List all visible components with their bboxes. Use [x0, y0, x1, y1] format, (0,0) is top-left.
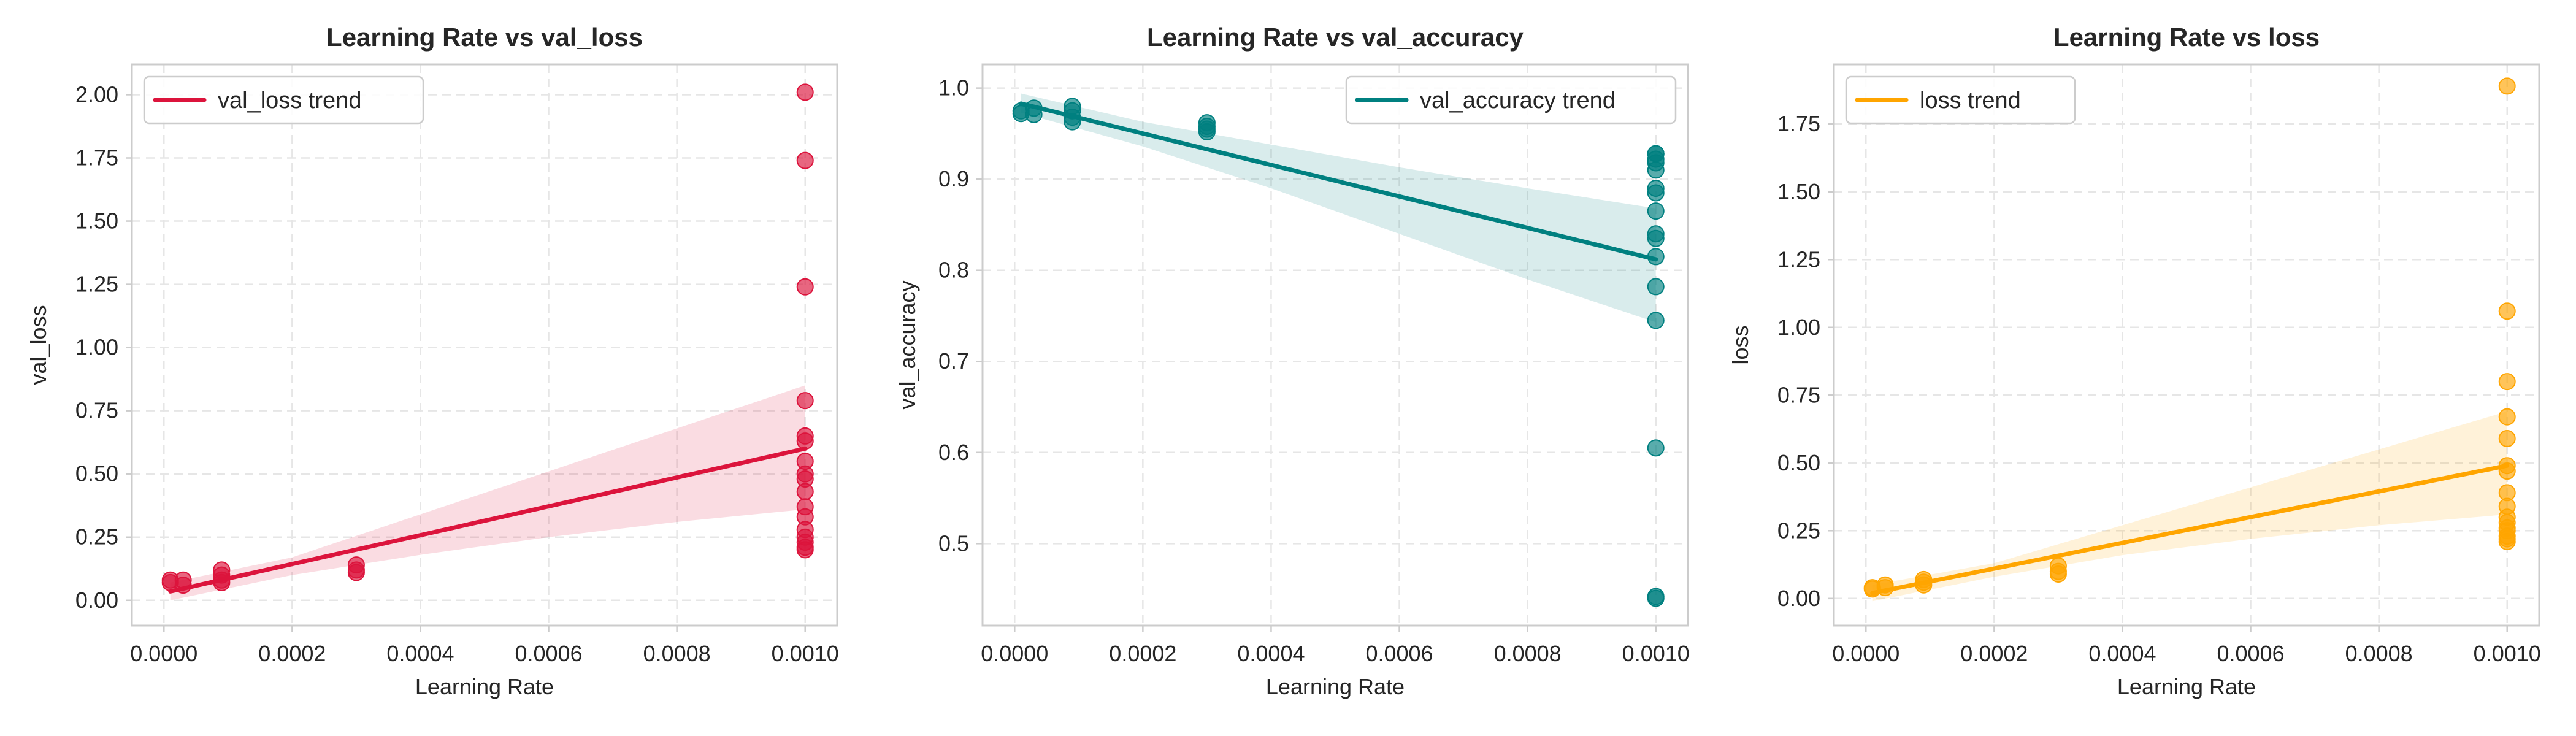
- legend-box: [143, 75, 424, 125]
- legend-label: val_accuracy trend: [1420, 88, 1616, 113]
- y-tick-label: 1.0: [938, 75, 969, 101]
- legend-label: val_loss trend: [218, 88, 361, 113]
- legend-label: loss trend: [1920, 88, 2021, 113]
- data-point: [2498, 430, 2516, 447]
- data-point: [347, 564, 365, 581]
- chart-title: Learning Rate vs val_accuracy: [1147, 23, 1524, 52]
- plot-frame: [981, 63, 1689, 627]
- y-tick-label: 1.50: [75, 209, 118, 234]
- data-point: [1647, 589, 1665, 607]
- y-tick-label: 1.75: [75, 145, 118, 171]
- x-tick-label: 0.0002: [258, 641, 326, 666]
- plot-frame: [1833, 63, 2540, 627]
- trend-line: [1870, 463, 2510, 596]
- y-tick-label: 1.75: [1777, 111, 1820, 136]
- trend-line: [168, 446, 808, 594]
- y-tick-label: 0.5: [938, 531, 969, 556]
- data-point: [1647, 202, 1665, 220]
- legend: val_loss trend: [143, 75, 424, 125]
- y-tick-label: 0.00: [1777, 586, 1820, 611]
- x-tick-label: 0.0002: [1960, 641, 2028, 666]
- y-tick-label: 0.50: [1777, 450, 1820, 475]
- chart-panel-2: 0.0000 0.0002 0.0004 0.0006 0.0008 0.0010 0.5 0…: [895, 23, 1690, 699]
- data-point: [796, 541, 814, 559]
- data-point: [796, 483, 814, 500]
- chart-panel-3: 0.0000 0.0002 0.0004 0.0006 0.0008 0.0010 0.00…: [1728, 23, 2541, 699]
- y-axis-label: val_loss: [26, 305, 51, 385]
- y-tick-label: 0.9: [938, 166, 969, 191]
- x-tick-label: 0.0004: [386, 641, 454, 666]
- data-point: [796, 151, 814, 169]
- data-point: [1647, 229, 1665, 247]
- y-tick-label: 0.25: [75, 524, 118, 550]
- data-point: [1647, 439, 1665, 457]
- y-tick-label: 0.50: [75, 461, 118, 486]
- data-point: [2498, 408, 2516, 426]
- x-tick-label: 0.0000: [1832, 641, 1899, 666]
- chart-title: Learning Rate vs val_loss: [326, 23, 643, 52]
- data-point: [2498, 77, 2516, 95]
- x-tick-label: 0.0006: [515, 641, 582, 666]
- y-tick-label: 2.00: [75, 82, 118, 107]
- data-point: [2498, 532, 2516, 550]
- data-point: [1647, 278, 1665, 296]
- data-point: [2498, 373, 2516, 391]
- x-tick-label: 0.0008: [2345, 641, 2413, 666]
- y-tick-label: 1.00: [75, 335, 118, 360]
- y-tick-label: 1.25: [75, 272, 118, 297]
- x-tick-label: 0.0000: [981, 641, 1048, 666]
- legend-box: [1845, 75, 2076, 125]
- data-point: [796, 392, 814, 410]
- confidence-band: [1021, 93, 1656, 323]
- plot-frame: [131, 63, 838, 627]
- x-axis-label: Learning Rate: [2117, 674, 2256, 699]
- data-point: [2498, 302, 2516, 320]
- confidence-band: [1872, 411, 2507, 602]
- y-tick-label: 1.25: [1777, 247, 1820, 272]
- x-tick-label: 0.0010: [772, 641, 839, 666]
- x-tick-label: 0.0008: [1494, 641, 1562, 666]
- x-tick-label: 0.0010: [2474, 641, 2541, 666]
- y-tick-label: 0.75: [75, 398, 118, 423]
- y-tick-label: 1.50: [1777, 179, 1820, 204]
- y-tick-label: 0.8: [938, 258, 969, 283]
- chart-title: Learning Rate vs loss: [2053, 23, 2320, 52]
- x-tick-label: 0.0010: [1622, 641, 1690, 666]
- data-point: [796, 278, 814, 296]
- y-tick-label: 0.7: [938, 348, 969, 374]
- y-tick-label: 0.75: [1777, 382, 1820, 407]
- y-tick-label: 1.00: [1777, 315, 1820, 340]
- legend: loss trend: [1845, 75, 2076, 125]
- y-axis-label: loss: [1728, 325, 1753, 364]
- y-tick-label: 0.00: [75, 588, 118, 613]
- y-tick-label: 0.6: [938, 440, 969, 465]
- y-tick-label: 0.25: [1777, 518, 1820, 543]
- x-tick-label: 0.0002: [1109, 641, 1176, 666]
- data-point: [1647, 312, 1665, 329]
- data-point: [1647, 184, 1665, 202]
- data-point: [796, 83, 814, 101]
- x-tick-label: 0.0004: [1237, 641, 1305, 666]
- x-tick-label: 0.0006: [1365, 641, 1433, 666]
- chart-panel-1: 0.0000 0.0002 0.0004 0.0006 0.0008 0.0010 0.00…: [26, 23, 839, 699]
- x-tick-label: 0.0000: [130, 641, 197, 666]
- confidence-band: [170, 385, 805, 600]
- x-tick-label: 0.0008: [643, 641, 711, 666]
- legend: val_accuracy trend: [1345, 75, 1677, 125]
- legend-box: [1345, 75, 1677, 125]
- y-axis-label: val_accuracy: [895, 280, 920, 409]
- x-tick-label: 0.0004: [2088, 641, 2156, 666]
- trend-line: [1019, 101, 1658, 262]
- data-point: [2049, 565, 2067, 583]
- x-tick-label: 0.0006: [2217, 641, 2284, 666]
- data-point: [1198, 123, 1216, 140]
- data-point: [1647, 154, 1665, 172]
- x-axis-label: Learning Rate: [1266, 674, 1405, 699]
- x-axis-label: Learning Rate: [415, 674, 554, 699]
